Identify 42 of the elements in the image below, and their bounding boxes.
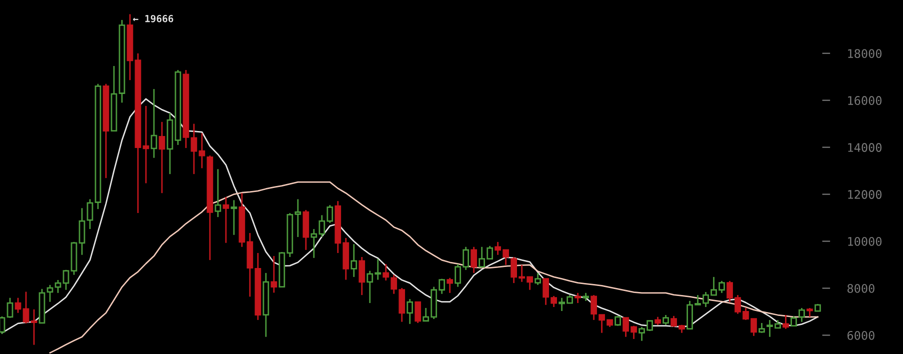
line-series xyxy=(1,98,818,334)
line-series xyxy=(49,181,818,354)
candlestick xyxy=(78,207,86,256)
candlestick xyxy=(574,292,581,304)
candlestick xyxy=(782,314,789,330)
candlestick xyxy=(54,279,62,294)
candlestick xyxy=(758,322,765,334)
candlestick xyxy=(6,297,14,319)
annotation: ← 19666 xyxy=(133,14,174,22)
y-tick-label: 12000 xyxy=(848,190,882,199)
candlestick xyxy=(190,123,198,175)
candlestick xyxy=(470,246,478,274)
y-tick-label: 18000 xyxy=(848,49,882,58)
y-tick-label: 14000 xyxy=(848,143,882,152)
candlestick xyxy=(62,269,70,291)
candlestick xyxy=(22,291,30,324)
candlestick xyxy=(198,132,206,169)
candlestick xyxy=(86,198,94,230)
candlestick xyxy=(414,301,422,324)
candlestick xyxy=(222,196,230,244)
candlestick xyxy=(46,284,54,303)
candlestick xyxy=(406,298,414,325)
candlestick xyxy=(798,307,805,323)
candlestick xyxy=(350,243,358,278)
candlestick xyxy=(358,256,366,296)
candlestick xyxy=(142,105,150,184)
candlestick xyxy=(150,88,158,159)
candlestick xyxy=(446,277,454,294)
candlestick xyxy=(534,272,541,286)
candlestick xyxy=(662,314,669,326)
y-tick-label: 10000 xyxy=(848,237,882,246)
candlestick xyxy=(790,315,797,327)
candlestick xyxy=(14,297,22,314)
candlestick xyxy=(0,316,6,335)
y-tick-label: 8000 xyxy=(847,284,874,293)
candlestick xyxy=(158,121,166,194)
candlestick xyxy=(214,168,222,218)
y-tick-label: 6000 xyxy=(847,330,874,340)
candlestick xyxy=(230,199,238,236)
y-tick-label: 16000 xyxy=(848,96,882,105)
candlestick xyxy=(30,308,38,346)
candlestick xyxy=(270,255,278,294)
